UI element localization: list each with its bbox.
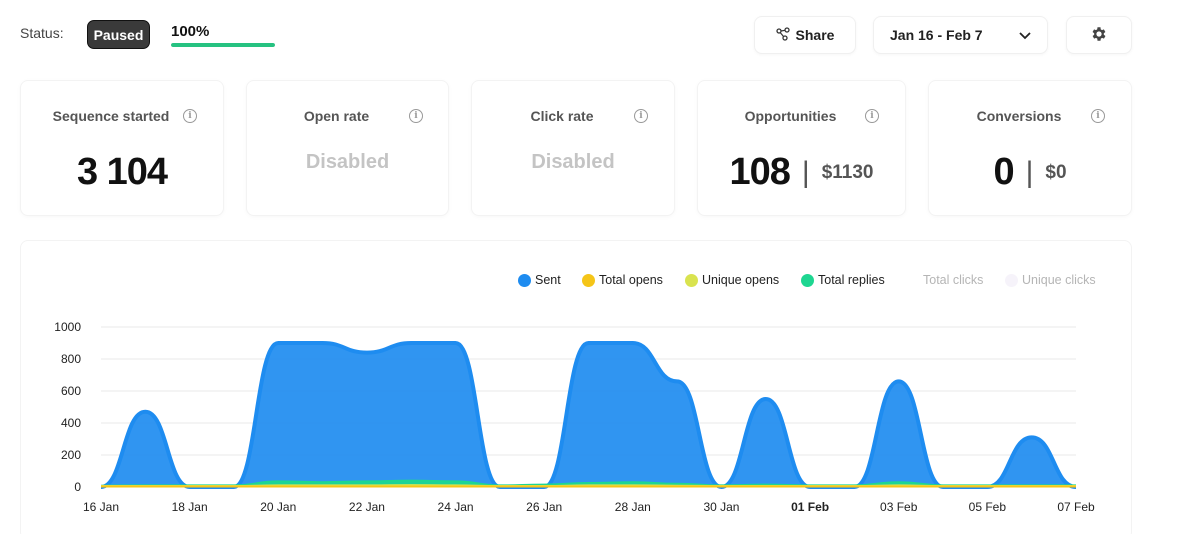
card-title: Sequence started bbox=[52, 108, 170, 124]
gear-icon bbox=[1090, 25, 1108, 46]
x-tick-label: 30 Jan bbox=[703, 500, 739, 514]
x-tick-label: 20 Jan bbox=[260, 500, 296, 514]
x-tick-label: 24 Jan bbox=[438, 500, 474, 514]
share-button[interactable]: Share bbox=[754, 16, 856, 54]
card-sequence-started: Sequence started i 3 104 bbox=[20, 80, 224, 216]
status-label: Status: bbox=[20, 25, 64, 41]
date-range-label: Jan 16 - Feb 7 bbox=[890, 27, 983, 43]
x-tick-label: 18 Jan bbox=[172, 500, 208, 514]
legend-dot bbox=[1005, 273, 1018, 287]
card-title: Opportunities bbox=[744, 108, 837, 124]
card-value: 3 104 bbox=[76, 151, 168, 193]
card-opportunities: Opportunities i 108 | $1130 bbox=[697, 80, 906, 216]
y-tick-label: 600 bbox=[61, 384, 81, 398]
chart-legend: Sent Total opens Unique opens Total repl… bbox=[21, 273, 1121, 291]
y-tick-label: 200 bbox=[61, 448, 81, 462]
legend-dot bbox=[685, 273, 698, 287]
legend-item-total-opens[interactable]: Total opens bbox=[582, 273, 663, 287]
y-tick-label: 800 bbox=[61, 352, 81, 366]
x-tick-label: 03 Feb bbox=[880, 500, 918, 514]
card-value: 0 bbox=[993, 151, 1014, 193]
legend-item-total-clicks[interactable]: Total clicks bbox=[906, 273, 983, 287]
series-line-total-replies bbox=[100, 479, 1076, 487]
card-value-row: Disabled bbox=[472, 151, 674, 174]
card-conversions: Conversions i 0 | $0 bbox=[928, 80, 1132, 216]
x-tick-label: 26 Jan bbox=[526, 500, 562, 514]
card-amount: $1130 bbox=[821, 161, 874, 183]
card-value: Disabled bbox=[305, 151, 390, 173]
legend-label: Unique clicks bbox=[1022, 273, 1096, 287]
card-value: 108 bbox=[729, 151, 791, 193]
x-tick-label: 16 Jan bbox=[83, 500, 119, 514]
x-tick-label: 05 Feb bbox=[969, 500, 1007, 514]
legend-label: Sent bbox=[535, 273, 561, 287]
x-tick-label: 22 Jan bbox=[349, 500, 385, 514]
legend-label: Total opens bbox=[599, 273, 663, 287]
progress-fill bbox=[171, 43, 275, 47]
date-range-dropdown[interactable]: Jan 16 - Feb 7 bbox=[873, 16, 1048, 54]
legend-item-sent[interactable]: Sent bbox=[518, 273, 561, 287]
info-icon[interactable]: i bbox=[409, 109, 423, 123]
legend-item-unique-opens[interactable]: Unique opens bbox=[685, 273, 779, 287]
activity-chart-card: Sent Total opens Unique opens Total repl… bbox=[20, 240, 1132, 534]
series-line-sent bbox=[100, 341, 1077, 489]
x-tick-label: 01 Feb bbox=[791, 500, 829, 514]
legend-item-unique-clicks[interactable]: Unique clicks bbox=[1005, 273, 1096, 287]
settings-button[interactable] bbox=[1066, 16, 1132, 54]
y-tick-label: 1000 bbox=[54, 320, 81, 334]
share-label: Share bbox=[795, 27, 835, 43]
card-title: Open rate bbox=[303, 108, 370, 124]
legend-label: Total replies bbox=[818, 273, 885, 287]
status-badge[interactable]: Paused bbox=[87, 20, 150, 49]
legend-dot bbox=[582, 273, 595, 287]
legend-label: Unique opens bbox=[702, 273, 780, 287]
info-icon[interactable]: i bbox=[1091, 109, 1105, 123]
share-icon bbox=[775, 26, 790, 44]
card-title: Click rate bbox=[530, 108, 594, 124]
x-tick-label: 07 Feb bbox=[1057, 500, 1095, 514]
series-area-sent bbox=[101, 343, 1076, 487]
chevron-down-icon bbox=[1019, 27, 1031, 43]
card-amount: $0 bbox=[1045, 161, 1067, 183]
chart-plot: 0 200 400 600 800 1000 16 Jan 18 Jan 20 Jan 22 Ja… bbox=[54, 320, 1095, 514]
card-open-rate: Open rate i Disabled bbox=[246, 80, 449, 216]
x-tick-label: 28 Jan bbox=[615, 500, 651, 514]
info-icon[interactable]: i bbox=[865, 109, 879, 123]
info-icon[interactable]: i bbox=[634, 109, 648, 123]
card-value-row: 108 | $1130 bbox=[698, 151, 905, 194]
y-tick-label: 0 bbox=[74, 480, 81, 494]
card-click-rate: Click rate i Disabled bbox=[471, 80, 675, 216]
card-value-row: 3 104 bbox=[21, 151, 223, 194]
progress-bar bbox=[171, 43, 275, 47]
progress-text: 100% bbox=[171, 23, 210, 40]
value-separator: | bbox=[801, 155, 810, 189]
info-icon[interactable]: i bbox=[183, 109, 197, 123]
legend-item-total-replies[interactable]: Total replies bbox=[801, 273, 885, 287]
card-value-row: 0 | $0 bbox=[929, 151, 1131, 194]
card-value-row: Disabled bbox=[247, 151, 448, 174]
legend-label: Total clicks bbox=[923, 273, 984, 287]
y-tick-label: 400 bbox=[61, 416, 81, 430]
legend-dot bbox=[801, 273, 814, 287]
card-value: Disabled bbox=[531, 151, 615, 173]
legend-dot bbox=[518, 273, 531, 287]
value-separator: | bbox=[1025, 155, 1034, 189]
card-title: Conversions bbox=[976, 108, 1062, 124]
